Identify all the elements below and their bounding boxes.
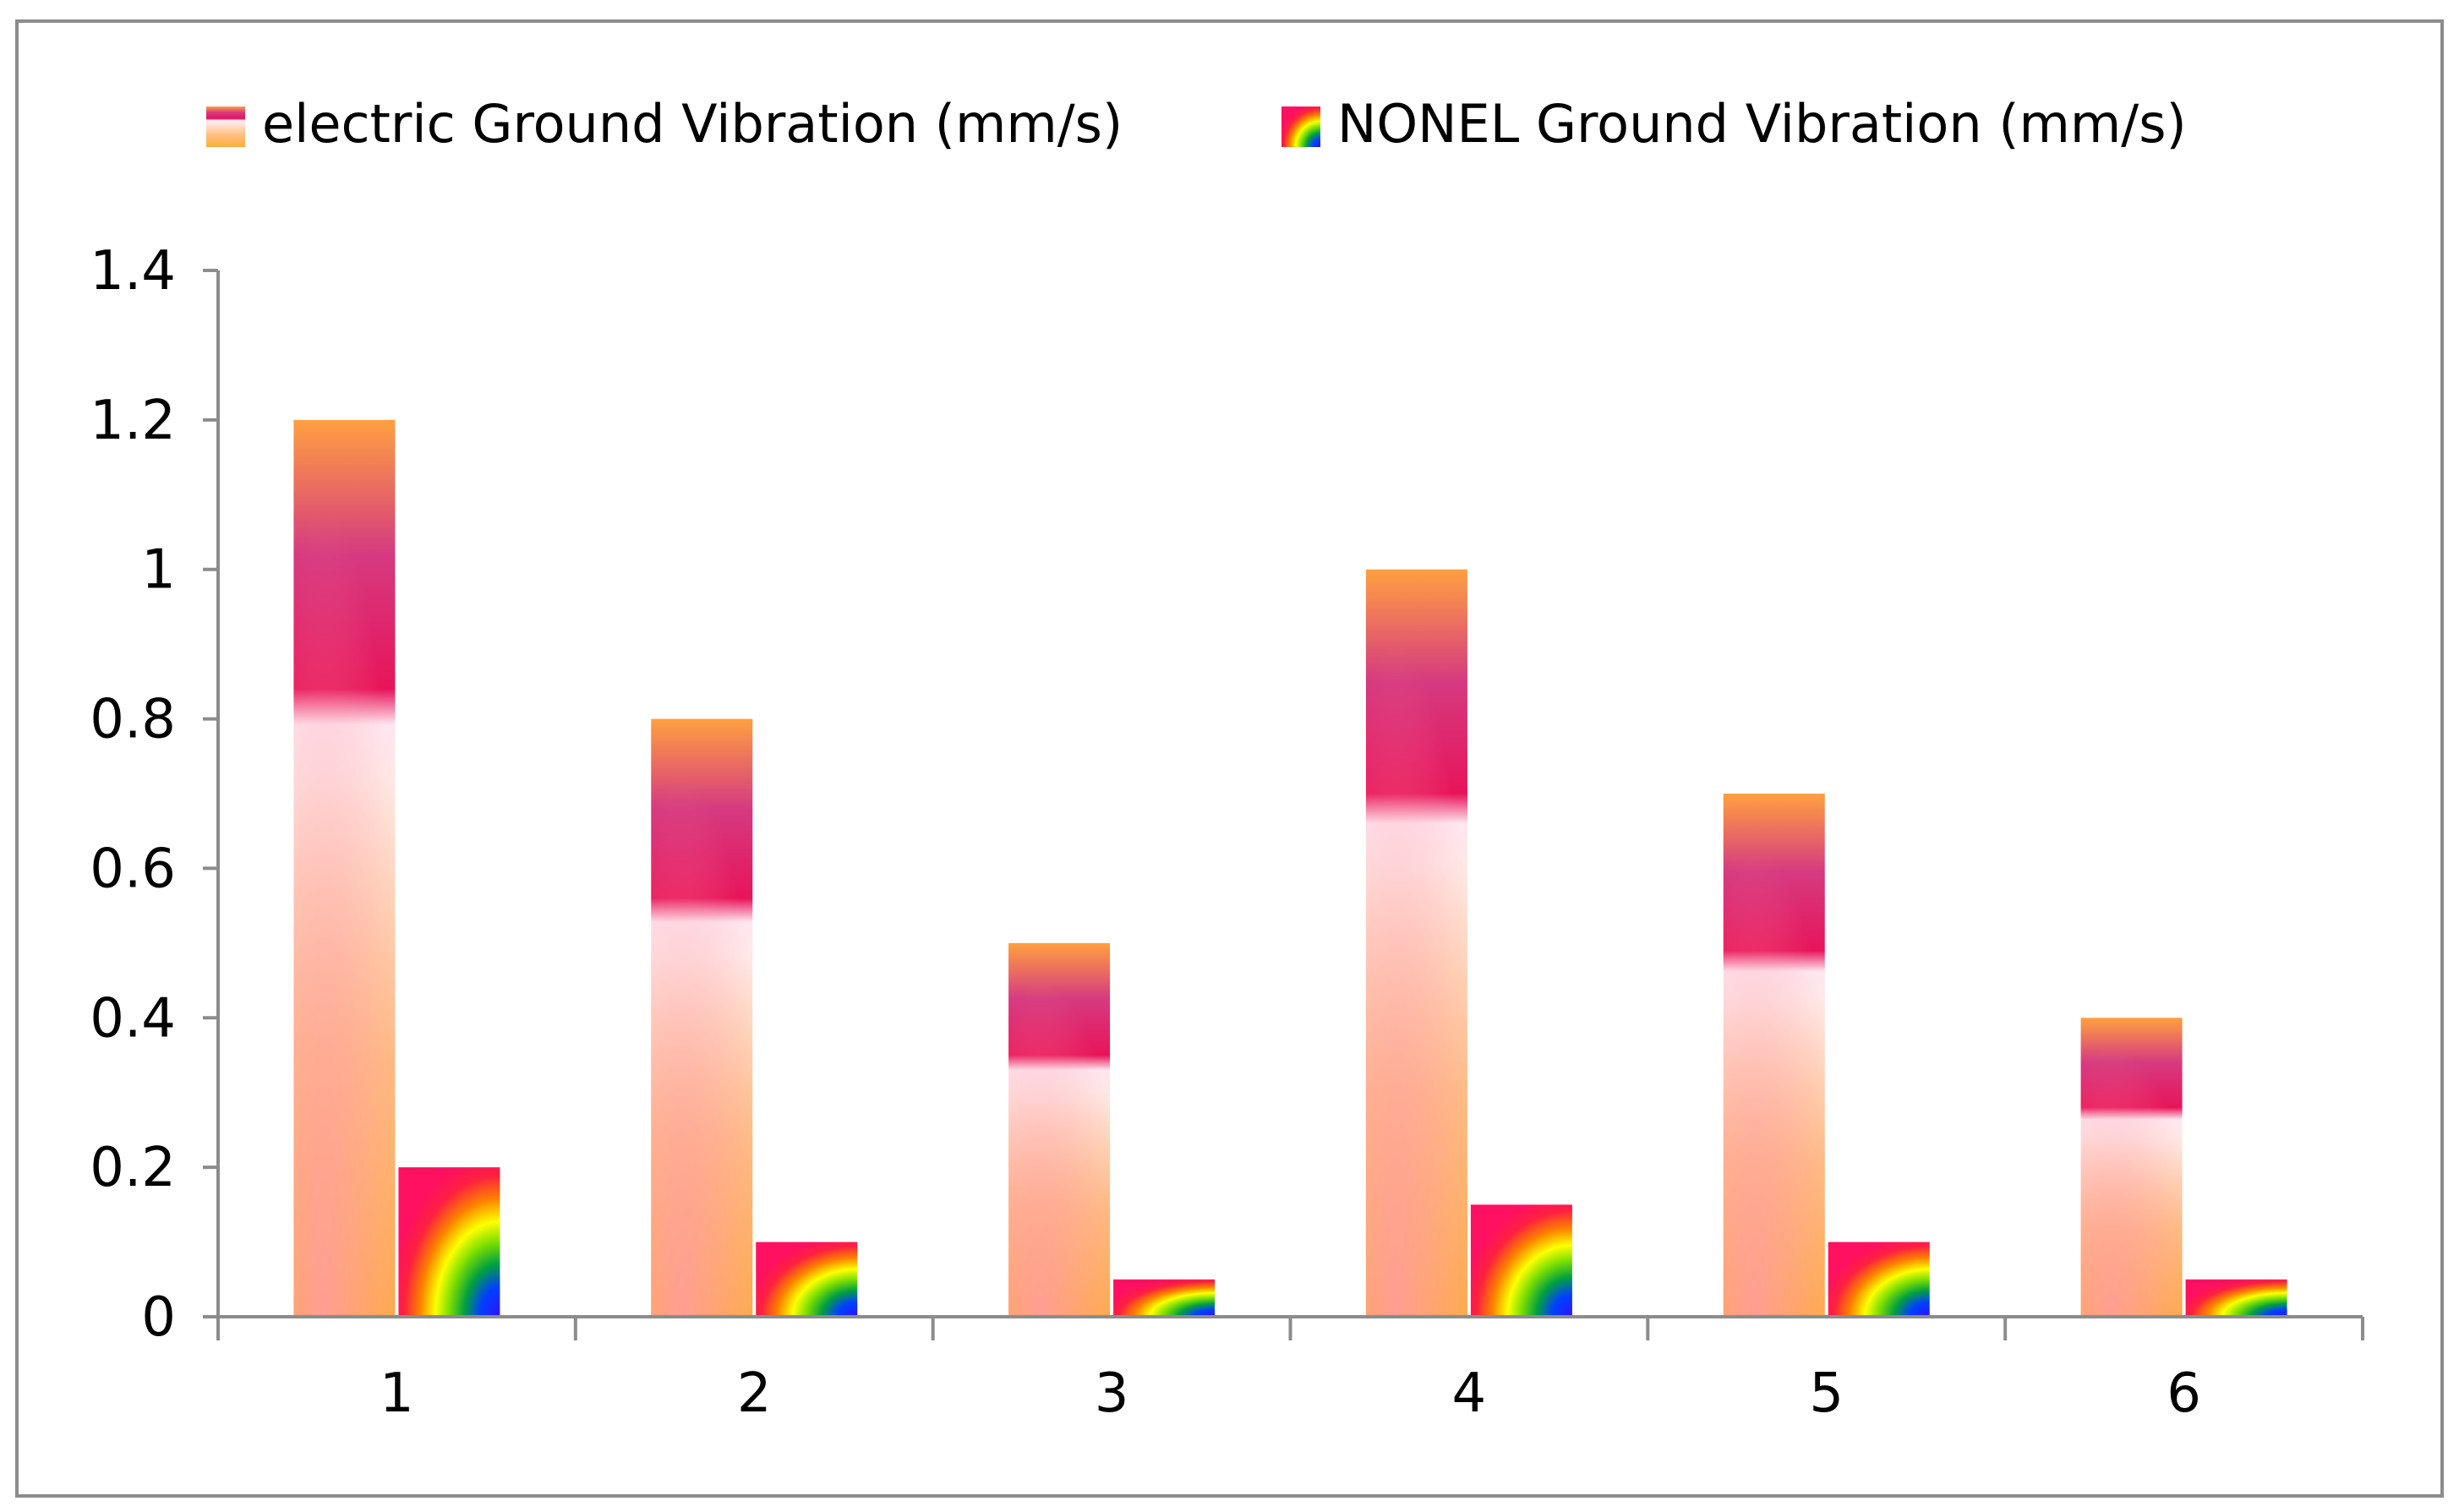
y-tick-label: 1.2 (90, 390, 176, 452)
bar-electric-glow (2080, 1018, 2183, 1317)
legend-swatch-nonel (1281, 106, 1320, 147)
y-tick-label: 0.4 (90, 987, 176, 1050)
y-tick-label: 0.8 (90, 689, 176, 751)
y-tick-label: 1.4 (90, 240, 176, 303)
bar-nonel (1828, 1242, 1930, 1317)
bar-electric-glow (651, 718, 753, 1317)
y-tick-label: 0.6 (90, 838, 176, 900)
legend-label-nonel: NONEL Ground Vibration (mm/s) (1337, 93, 2187, 155)
y-tick-label: 0.2 (90, 1137, 176, 1199)
bar-electric-glow (1008, 942, 1111, 1317)
bar-nonel (1470, 1204, 1572, 1317)
bar-electric-glow (1723, 794, 1825, 1317)
y-axis: 0 0.2 0.4 0.6 0.8 1 1.2 1.4 (90, 240, 220, 1349)
x-tick-label: 1 (380, 1362, 414, 1425)
bar-nonel (398, 1167, 500, 1317)
legend-label-electric: electric Ground Vibration (mm/s) (262, 93, 1123, 155)
x-tick-label: 3 (1095, 1362, 1129, 1425)
legend: electric Ground Vibration (mm/s) NONEL G… (206, 93, 2187, 155)
bars (293, 419, 2287, 1317)
y-tick-label: 1 (141, 539, 176, 602)
x-tick-label: 2 (737, 1362, 772, 1425)
x-tick-label: 5 (1809, 1362, 1844, 1425)
x-tick-label: 6 (2167, 1362, 2201, 1425)
x-tick-label: 4 (1452, 1362, 1487, 1425)
x-axis: 1 2 3 4 5 6 (216, 1315, 2364, 1425)
bar-nonel (2185, 1279, 2287, 1317)
bar-electric-glow (1365, 569, 1467, 1317)
bar-electric-glow (293, 419, 396, 1317)
y-tick-label: 0 (141, 1286, 176, 1349)
bar-nonel (1113, 1279, 1216, 1317)
bar-nonel (756, 1242, 858, 1317)
legend-swatch-electric (206, 106, 245, 147)
